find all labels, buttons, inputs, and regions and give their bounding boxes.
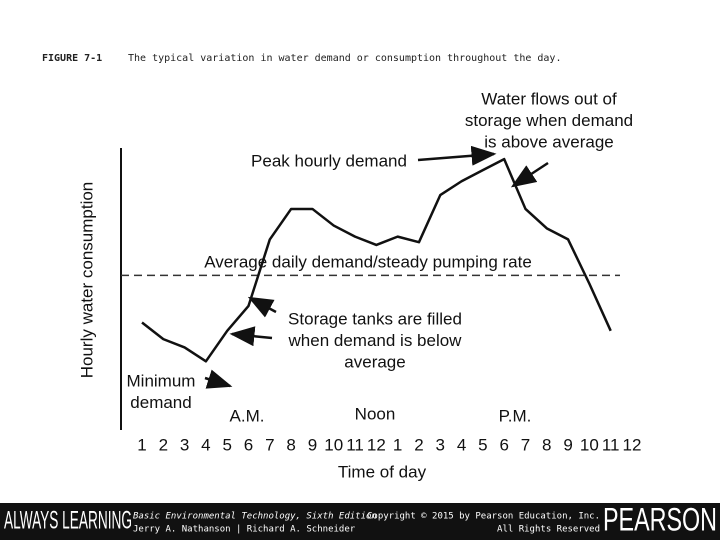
x-tick-label: 3 [436,435,445,454]
demand-line [141,157,612,363]
x-tick-label: 5 [478,435,487,454]
x-axis-label: Time of day [338,462,427,481]
x-tick-label: 8 [542,435,551,454]
annotation: average [344,352,405,371]
annotation: when demand is below [288,331,463,350]
annotation: Water flows out of [481,89,617,108]
figure-number: FIGURE 7-1 [42,53,102,64]
rights: All Rights Reserved [497,525,600,535]
annotation: is above average [484,132,613,151]
authors: Jerry A. Nathanson | Richard A. Schneide… [133,525,356,535]
x-tick-label: 3 [180,435,189,454]
x-tick-label: 1 [393,435,402,454]
average-label: Average daily demand/steady pumping rate [204,252,532,271]
figure-caption: The typical variation in water demand or… [128,53,561,64]
y-axis-label: Hourly water consumption [77,182,96,379]
x-tick-label: 8 [286,435,295,454]
x-tick-label: 2 [414,435,423,454]
x-tick-label: 7 [521,435,530,454]
x-tick-label: 1 [137,435,146,454]
brand: PEARSON [603,501,717,537]
annotation: Minimum [127,371,196,390]
x-tick-label: 6 [499,435,508,454]
x-tick-label: 12 [367,435,386,454]
x-tick-label: 7 [265,435,274,454]
footer-bar [0,503,720,540]
x-tick-label: 12 [623,435,642,454]
annotation: Storage tanks are filled [288,309,462,328]
x-tick-label: 2 [159,435,168,454]
period-label: P.M. [499,406,532,425]
book-title: Basic Environmental Technology, Sixth Ed… [133,512,377,522]
annotation: storage when demand [465,111,633,130]
x-tick-label: 4 [201,435,210,454]
copyright: Copyright © 2015 by Pearson Education, I… [367,512,600,522]
x-tick-label: 6 [244,435,253,454]
x-tick-label: 10 [324,435,343,454]
annotation: Peak hourly demand [251,151,407,170]
x-tick-label: 11 [346,435,364,454]
arrows [204,145,549,389]
x-tick-label: 5 [222,435,231,454]
x-tick-label: 9 [308,435,317,454]
annotation: demand [130,393,191,412]
period-label: Noon [355,404,396,423]
x-tick-label: 9 [563,435,572,454]
brand: ALWAYS LEARNING [4,507,132,535]
x-tick-label: 11 [602,435,620,454]
period-label: A.M. [230,406,265,425]
x-tick-label: 4 [457,435,466,454]
x-tick-label: 10 [580,435,599,454]
